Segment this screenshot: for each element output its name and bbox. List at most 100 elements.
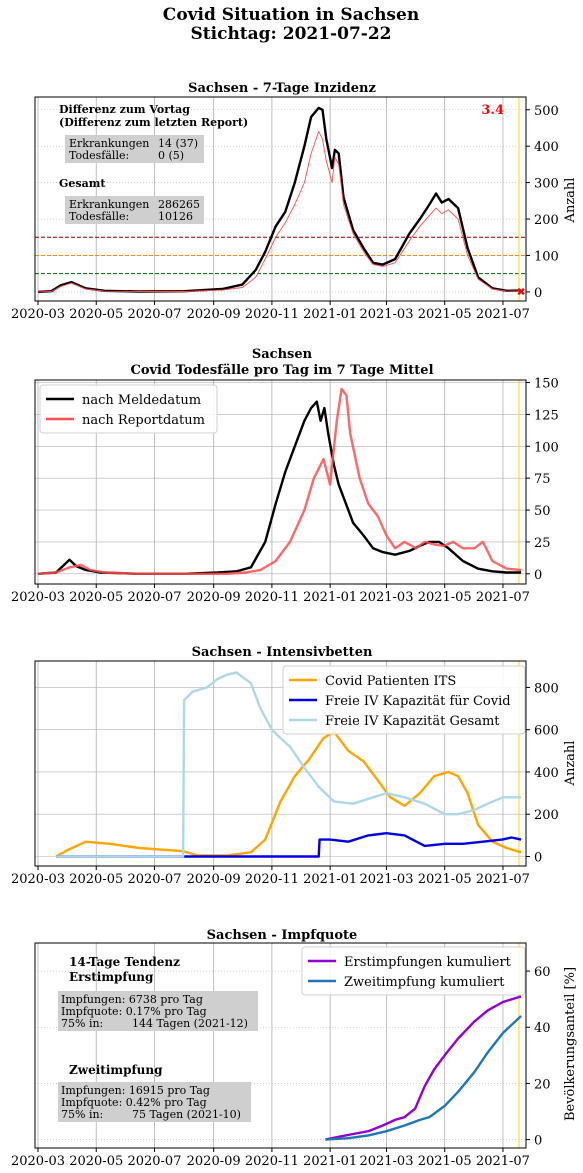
y-tick-label: 75 [534,472,551,487]
x-tick-label: 2020-07 [127,1154,181,1169]
info-gesamt-erkr-value: 286265 [158,198,200,211]
impf-info: 14-Tage Tendenz Erstimpfung Impfungen: 6… [58,955,258,1122]
panel-2: 2020-03 2020-05 2020-07 2020-09 2020-11 2021-… [11,377,559,605]
latest-point-marker: ✖ [516,285,525,298]
impf-tendenz-heading: 14-Tage Tendenz [69,955,180,969]
y-tick-label: 200 [534,213,559,228]
x-tick-label: 2020-09 [187,590,241,605]
figure-title-line2: Stichtag: 2021-07-22 [191,24,392,44]
series-line-2 [325,1015,522,1141]
x-tick-label: 2020-03 [11,590,65,605]
impf-zweit-box [58,1082,251,1122]
panel3-title: Sachsen - Intensivbetten [192,645,373,660]
legend-frame [301,946,526,996]
x-tick-label: 2020-03 [11,872,65,887]
y-tick-label: 25 [534,536,551,551]
series-line-1 [55,730,522,858]
y-tick-label: 100 [534,249,559,264]
axes-frame [34,379,527,585]
x-tick-label: 2020-03 [11,1154,65,1169]
series-line-2 [37,131,522,293]
series-line-1 [325,995,522,1141]
inzidenz-info: Differenz zum Vortag (Differenz zum letz… [59,103,504,224]
x-tick-label: 2020-11 [245,1154,299,1169]
info-gesamt-erkr-label: Erkrankungen [69,198,149,211]
x-tick-label: 2021-05 [418,590,472,605]
y-tick-label: 125 [534,408,559,423]
axes-frame [34,660,527,867]
y-tick-label: 800 [534,681,559,696]
x-tick-label: 2021-05 [418,1154,472,1169]
x-tick-label: 2021-03 [359,1154,413,1169]
y-tick-label: 60 [534,965,551,980]
x-tick-label: 2020-07 [127,590,181,605]
legend-label: Covid Patienten ITS [325,674,456,689]
y-tick-label: 600 [534,724,559,739]
x-tick-label: 2020-09 [187,872,241,887]
legend-frame [39,384,218,434]
y-tick-label: 50 [534,504,551,519]
x-tick-label: 2021-07 [476,590,530,605]
panel2-title-line1: Sachsen [252,347,313,362]
y-tick-label: 20 [534,1077,551,1092]
impf-erst-row3-value: 144 Tagen (2021-12) [132,1017,248,1030]
panel-3: 2020-03 2020-05 2020-07 2020-09 2020-11 2021-… [11,660,559,887]
impf-zweit-row3-label: 75% in: [61,1108,103,1121]
panel1-title: Sachsen - 7-Tage Inzidenz [188,81,376,96]
x-tick-label: 2021-05 [418,307,472,322]
series-line-2 [37,387,522,575]
x-tick-label: 2020-03 [11,307,65,322]
impf-zweit-row1: Impfungen: 16915 pro Tag [61,1084,210,1097]
info-box-diff [65,135,204,163]
panel4-ylabel: Bevölkerungsanteil [%] [563,967,578,1121]
y-tick-label: 400 [534,766,559,781]
legend-label: Freie IV Kapazität für Covid [325,694,511,709]
impf-erst-box [58,991,258,1031]
legend-label: Freie IV Kapazität Gesamt [325,714,500,729]
info-diff-erkr-label: Erkrankungen [69,137,149,150]
y-tick-label: 0 [534,1134,542,1149]
impf-zweit-row2: Impfquote: 0.42% pro Tag [61,1096,207,1109]
y-tick-label: 0 [534,286,542,301]
legend-label: nach Reportdatum [82,413,205,428]
x-tick-label: 2021-07 [476,307,530,322]
y-tick-label: 400 [534,140,559,155]
info-diff-erkr-value: 14 (37) [158,137,198,150]
legend-label: Zweitimpfung kumuliert [344,975,505,990]
x-tick-label: 2021-07 [476,1154,530,1169]
y-tick-label: 40 [534,1021,551,1036]
info-box-gesamt [65,196,204,224]
axes-frame [34,942,527,1149]
x-tick-label: 2020-07 [127,872,181,887]
x-tick-label: 2020-09 [187,1154,241,1169]
info-gesamt-tod-label: Todesfälle: [69,210,129,223]
series-line-3 [56,671,522,858]
impf-erst-row2: Impfquote: 0.17% pro Tag [61,1005,207,1018]
x-tick-label: 2021-03 [359,307,413,322]
x-tick-label: 2020-11 [245,590,299,605]
x-tick-label: 2021-03 [359,872,413,887]
y-tick-label: 300 [534,177,559,192]
series-line-2 [56,832,522,858]
plot-layer: 2020-03 2020-05 2020-07 2020-09 2020-11 2021-… [11,96,559,1169]
x-tick-label: 2020-05 [69,1154,123,1169]
current-incidence-value: 3.4 [481,103,504,118]
impf-erst-row1: Impfungen: 6738 pro Tag [61,993,203,1006]
impf-erst-row3-label: 75% in: [61,1017,103,1030]
panel-4: 2020-03 2020-05 2020-07 2020-09 2020-11 2021-… [11,942,551,1169]
x-tick-label: 2021-01 [303,1154,357,1169]
x-tick-label: 2021-07 [476,872,530,887]
info-gesamt-tod-value: 10126 [158,210,193,223]
x-tick-label: 2021-01 [303,307,357,322]
y-tick-label: 100 [534,440,559,455]
impf-zweit-row3-value: 75 Tagen (2021-10) [132,1108,241,1121]
x-tick-label: 2020-05 [69,307,123,322]
legend-label: Erstimpfungen kumuliert [344,955,512,970]
x-tick-label: 2020-11 [245,872,299,887]
y-tick-label: 0 [534,568,542,583]
legend: Erstimpfungen kumuliert Zweitimpfung kumu… [301,946,526,996]
x-tick-label: 2021-05 [418,872,472,887]
x-tick-label: 2021-01 [303,872,357,887]
y-tick-label: 150 [534,377,559,392]
